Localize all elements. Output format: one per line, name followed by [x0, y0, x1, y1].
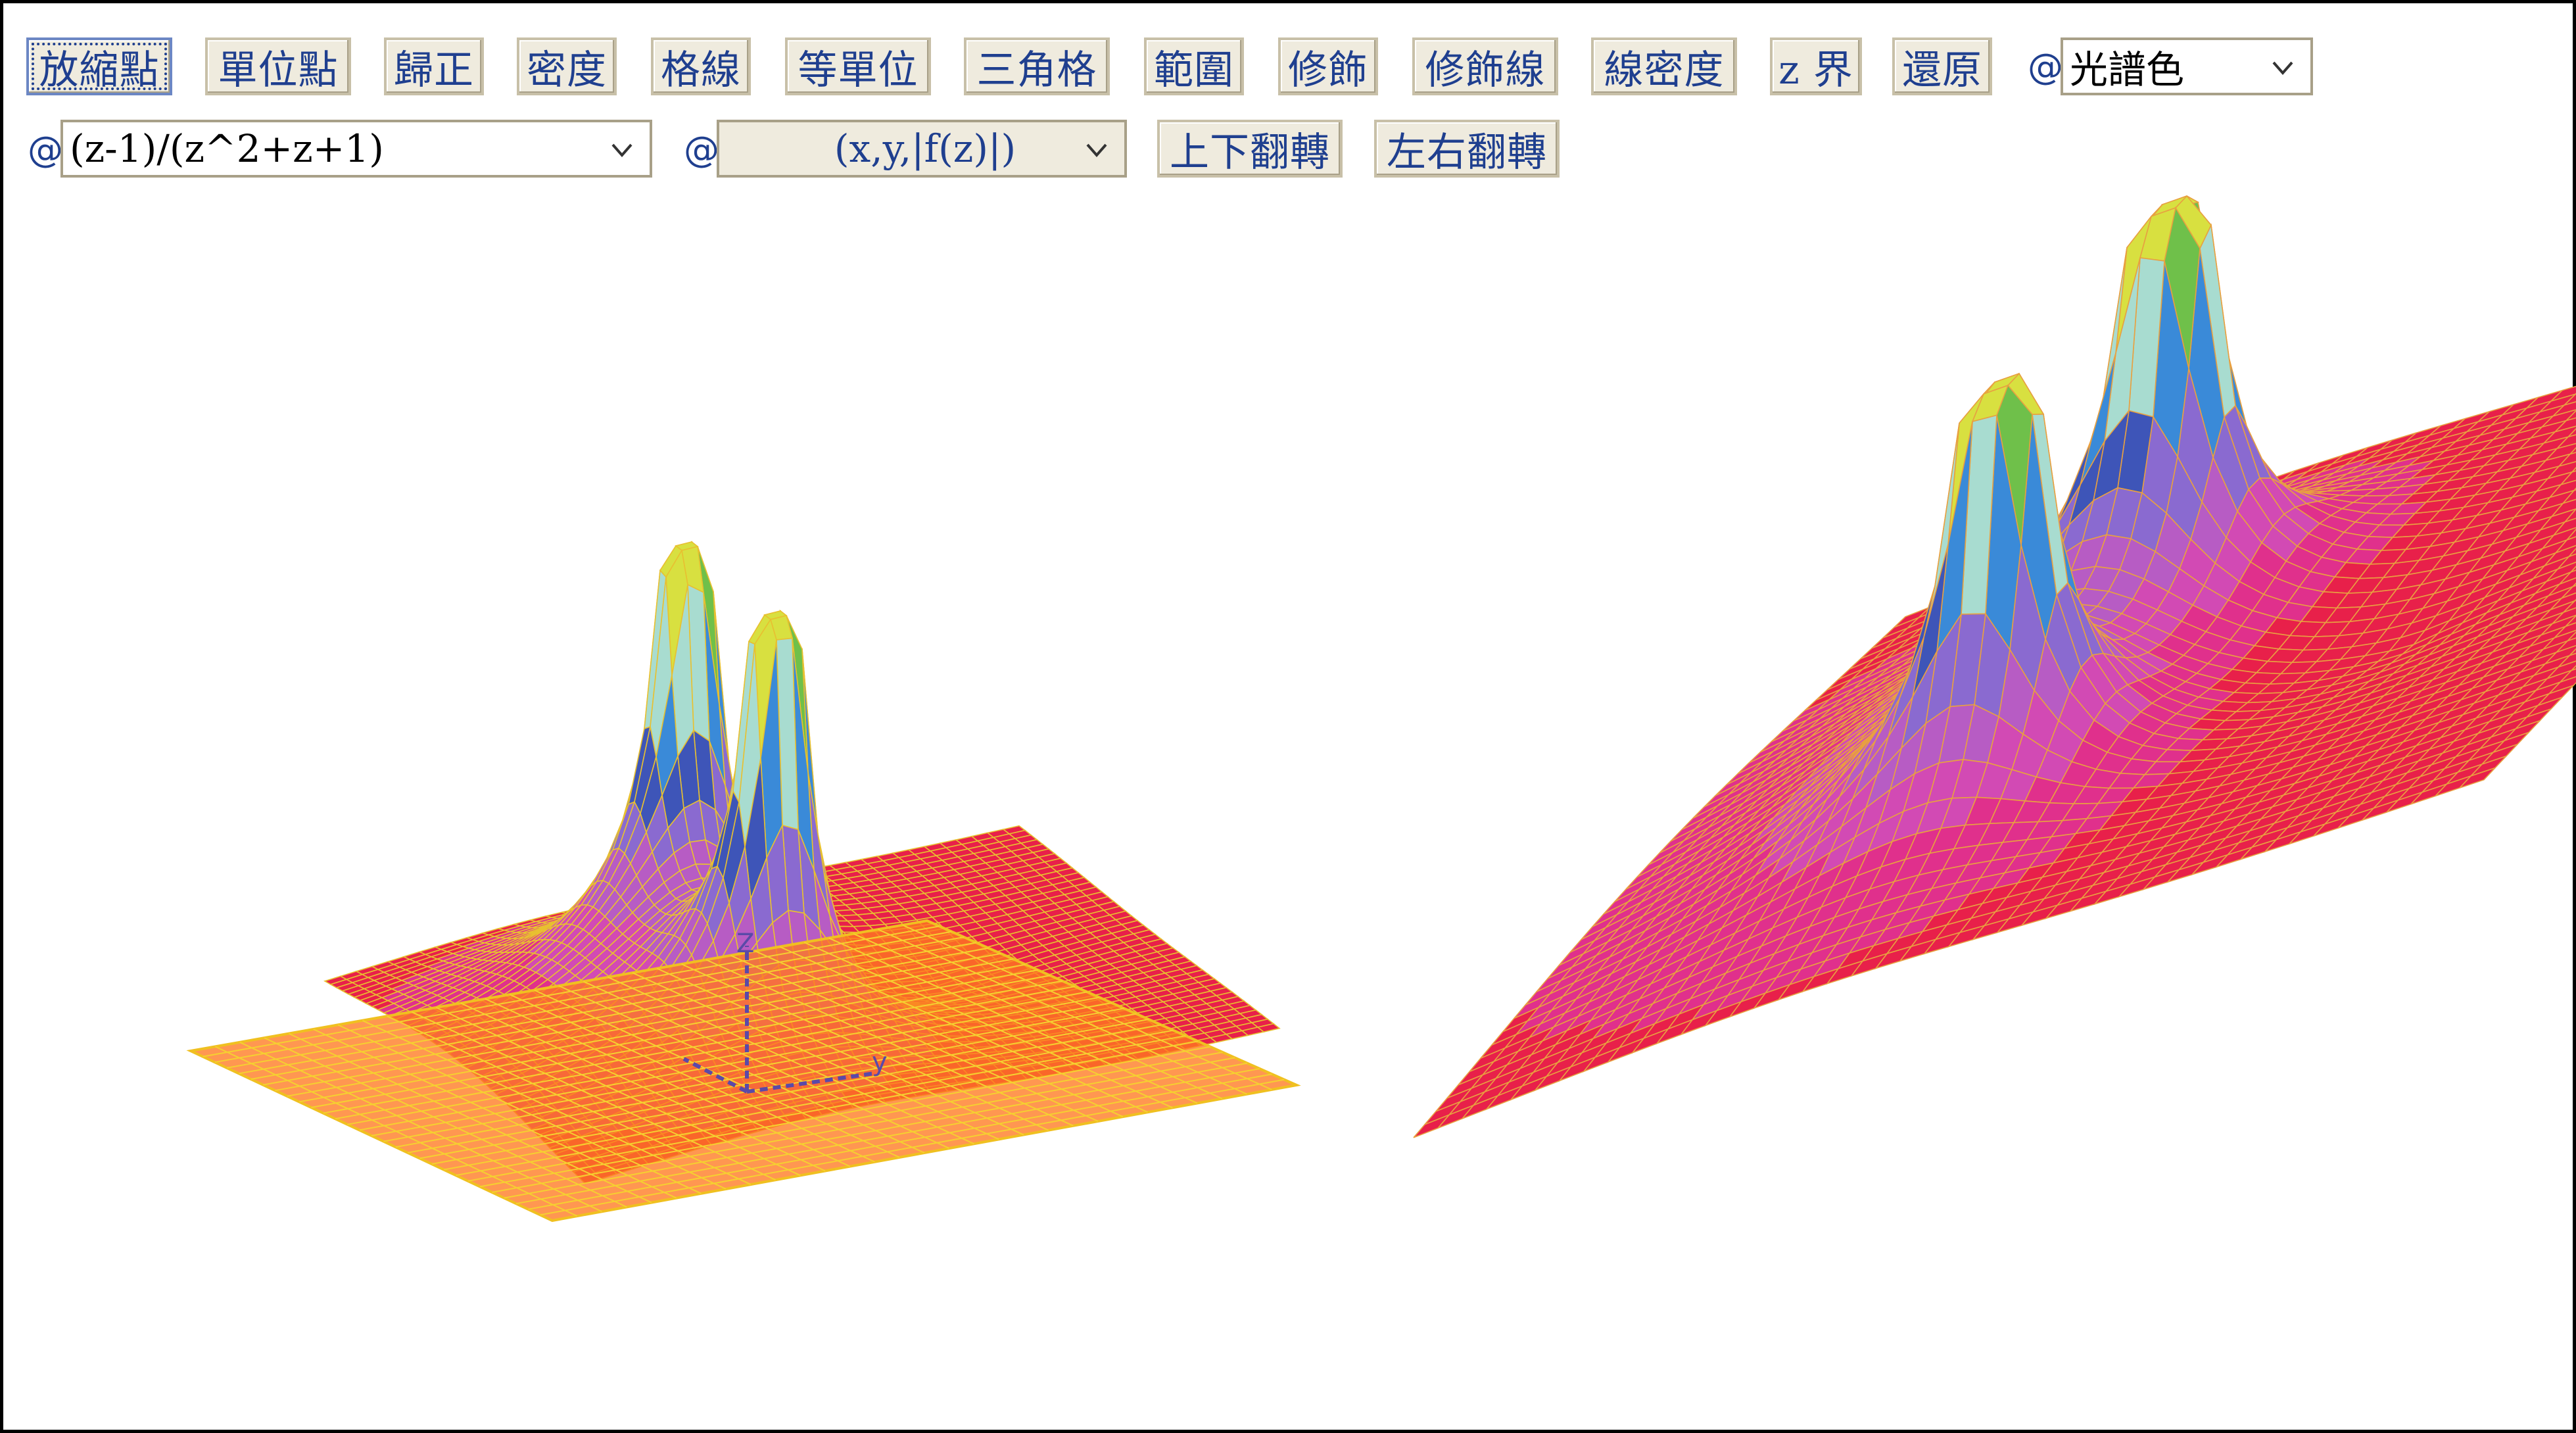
flip-vertical-button[interactable]: 上下翻轉: [1157, 120, 1343, 178]
color-scheme-select[interactable]: 光譜色: [2061, 37, 2313, 95]
plot-mode-select[interactable]: (x,y,|f(z)|): [717, 120, 1127, 178]
z-axis-label: Z: [736, 929, 754, 959]
restore-button[interactable]: 還原: [1892, 37, 1992, 95]
flip-horizontal-button[interactable]: 左右翻轉: [1374, 120, 1560, 178]
decorate-button[interactable]: 修飾: [1278, 37, 1378, 95]
line-density-button[interactable]: 線密度: [1591, 37, 1737, 95]
density-button[interactable]: 密度: [517, 37, 617, 95]
left-plane-gridline: [504, 1062, 1248, 1199]
left-plane-gridline: [492, 1057, 1235, 1193]
chevron-down-icon: [611, 143, 632, 158]
left-plane-gridline: [528, 1073, 1272, 1210]
left-plane-gridline: [515, 1068, 1260, 1205]
zoom-point-button[interactable]: 放縮點: [26, 37, 172, 95]
triangle-grid-button[interactable]: 三角格: [964, 37, 1110, 95]
chevron-down-icon: [1086, 143, 1107, 158]
decorate-lines-button[interactable]: 修飾線: [1412, 37, 1558, 95]
left-surface-plot[interactable]: [186, 541, 1301, 1223]
color-at-label: @: [2028, 46, 2063, 87]
left-plane-gridline: [902, 924, 1272, 1090]
mode-at-label: @: [684, 129, 719, 170]
range-button[interactable]: 範圍: [1144, 37, 1244, 95]
function-select[interactable]: (z-1)/(z^2+z+1): [60, 120, 652, 178]
left-plane-gridline: [828, 937, 1198, 1104]
equal-units-button[interactable]: 等單位: [785, 37, 931, 95]
chevron-down-icon: [2272, 61, 2293, 76]
function-value: (z-1)/(z^2+z+1): [70, 126, 384, 171]
function-at-label: @: [28, 129, 63, 170]
plot-mode-value: (x,y,|f(z)|): [834, 126, 1016, 171]
color-scheme-value: 光譜色: [2070, 47, 2185, 92]
unit-point-button[interactable]: 單位點: [205, 37, 351, 95]
right-surface-plot[interactable]: [1413, 195, 2576, 1138]
left-plane-gridline: [877, 929, 1247, 1095]
grid-lines-button[interactable]: 格線: [651, 37, 751, 95]
z-bound-button[interactable]: z 界: [1770, 37, 1862, 95]
normalize-button[interactable]: 歸正: [384, 37, 484, 95]
left-plane-gridline: [540, 1079, 1285, 1216]
y-axis-label: y: [872, 1047, 888, 1077]
left-plane-gridline: [853, 933, 1223, 1100]
